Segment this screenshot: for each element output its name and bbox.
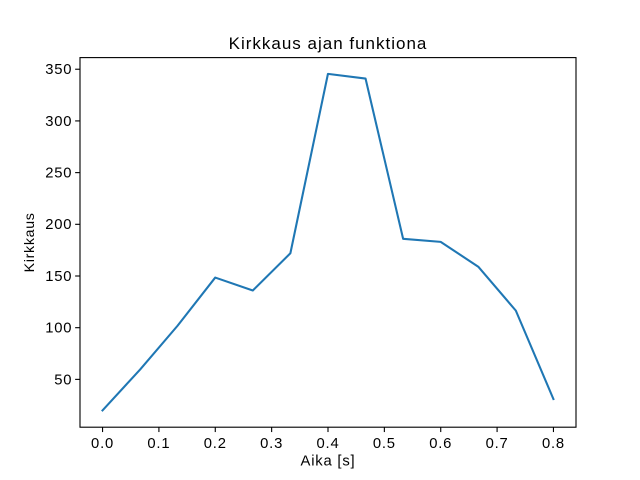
svg-text:350: 350 xyxy=(45,62,72,78)
svg-text:0.8: 0.8 xyxy=(542,436,565,452)
svg-text:0.0: 0.0 xyxy=(91,436,114,452)
svg-text:Kirkkaus: Kirkkaus xyxy=(22,212,38,272)
svg-text:300: 300 xyxy=(45,114,72,130)
svg-text:0.4: 0.4 xyxy=(317,436,340,452)
svg-text:250: 250 xyxy=(45,166,72,182)
svg-text:50: 50 xyxy=(54,372,72,388)
svg-text:150: 150 xyxy=(45,269,72,285)
svg-text:Kirkkaus ajan funktiona: Kirkkaus ajan funktiona xyxy=(229,34,428,53)
svg-text:0.1: 0.1 xyxy=(147,436,170,452)
svg-text:0.2: 0.2 xyxy=(204,436,227,452)
svg-text:200: 200 xyxy=(45,217,72,233)
svg-text:0.7: 0.7 xyxy=(486,436,509,452)
svg-text:Aika [s]: Aika [s] xyxy=(301,453,356,469)
svg-text:100: 100 xyxy=(45,321,72,337)
svg-text:0.3: 0.3 xyxy=(260,436,283,452)
svg-text:0.5: 0.5 xyxy=(373,436,396,452)
svg-text:0.6: 0.6 xyxy=(429,436,452,452)
